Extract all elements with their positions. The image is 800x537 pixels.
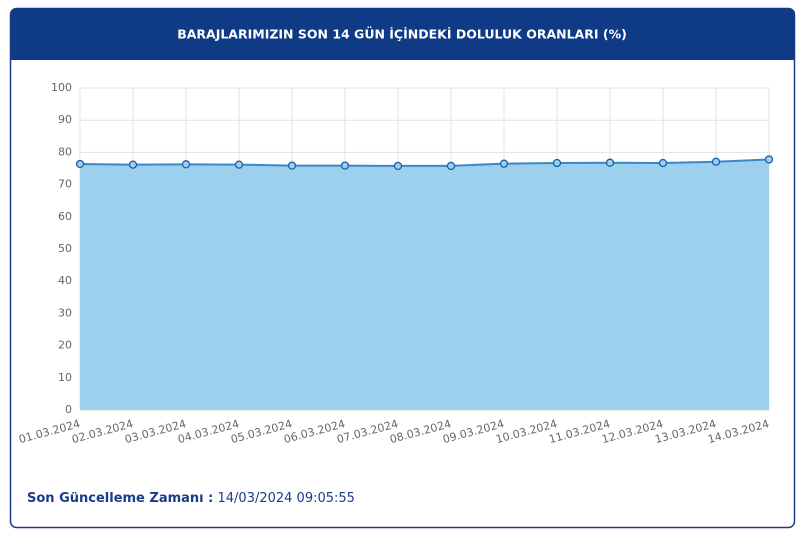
update-value: 14/03/2024 09:05:55: [218, 491, 355, 506]
point: [181, 160, 191, 169]
point: [499, 159, 509, 168]
card-header: [10, 8, 795, 60]
point: [234, 160, 244, 169]
y-tick-label: 50: [58, 242, 72, 255]
y-tick-label: 100: [51, 81, 72, 94]
point: [287, 161, 297, 170]
y-tick-label: 0: [65, 403, 72, 416]
point: [393, 161, 403, 171]
update-label: Son Güncelleme Zamanı :: [27, 491, 213, 506]
point: [658, 158, 668, 168]
y-tick-label: 30: [58, 306, 72, 319]
line: [79, 158, 770, 167]
y-tick-label: 90: [58, 113, 72, 126]
update-time: Son Güncelleme Zamanı : 14/03/2024 09:05…: [27, 491, 355, 506]
point: [446, 161, 456, 171]
point: [340, 161, 350, 170]
point: [75, 159, 85, 169]
y-tick-label: 70: [58, 178, 72, 191]
point: [605, 158, 615, 167]
area: [80, 159, 769, 410]
point: [764, 155, 774, 164]
point: [711, 157, 721, 166]
y-tick-label: 80: [58, 145, 72, 158]
point: [128, 160, 138, 169]
y-tick-label: 40: [58, 274, 72, 287]
point: [552, 158, 562, 168]
chart-title: BARAJLARIMIZIN SON 14 GÜN İÇİNDEKİ DOLUL…: [177, 27, 627, 42]
y-tick-label: 10: [58, 371, 72, 384]
y-tick-label: 60: [58, 210, 72, 223]
y-tick-label: 20: [58, 339, 72, 352]
